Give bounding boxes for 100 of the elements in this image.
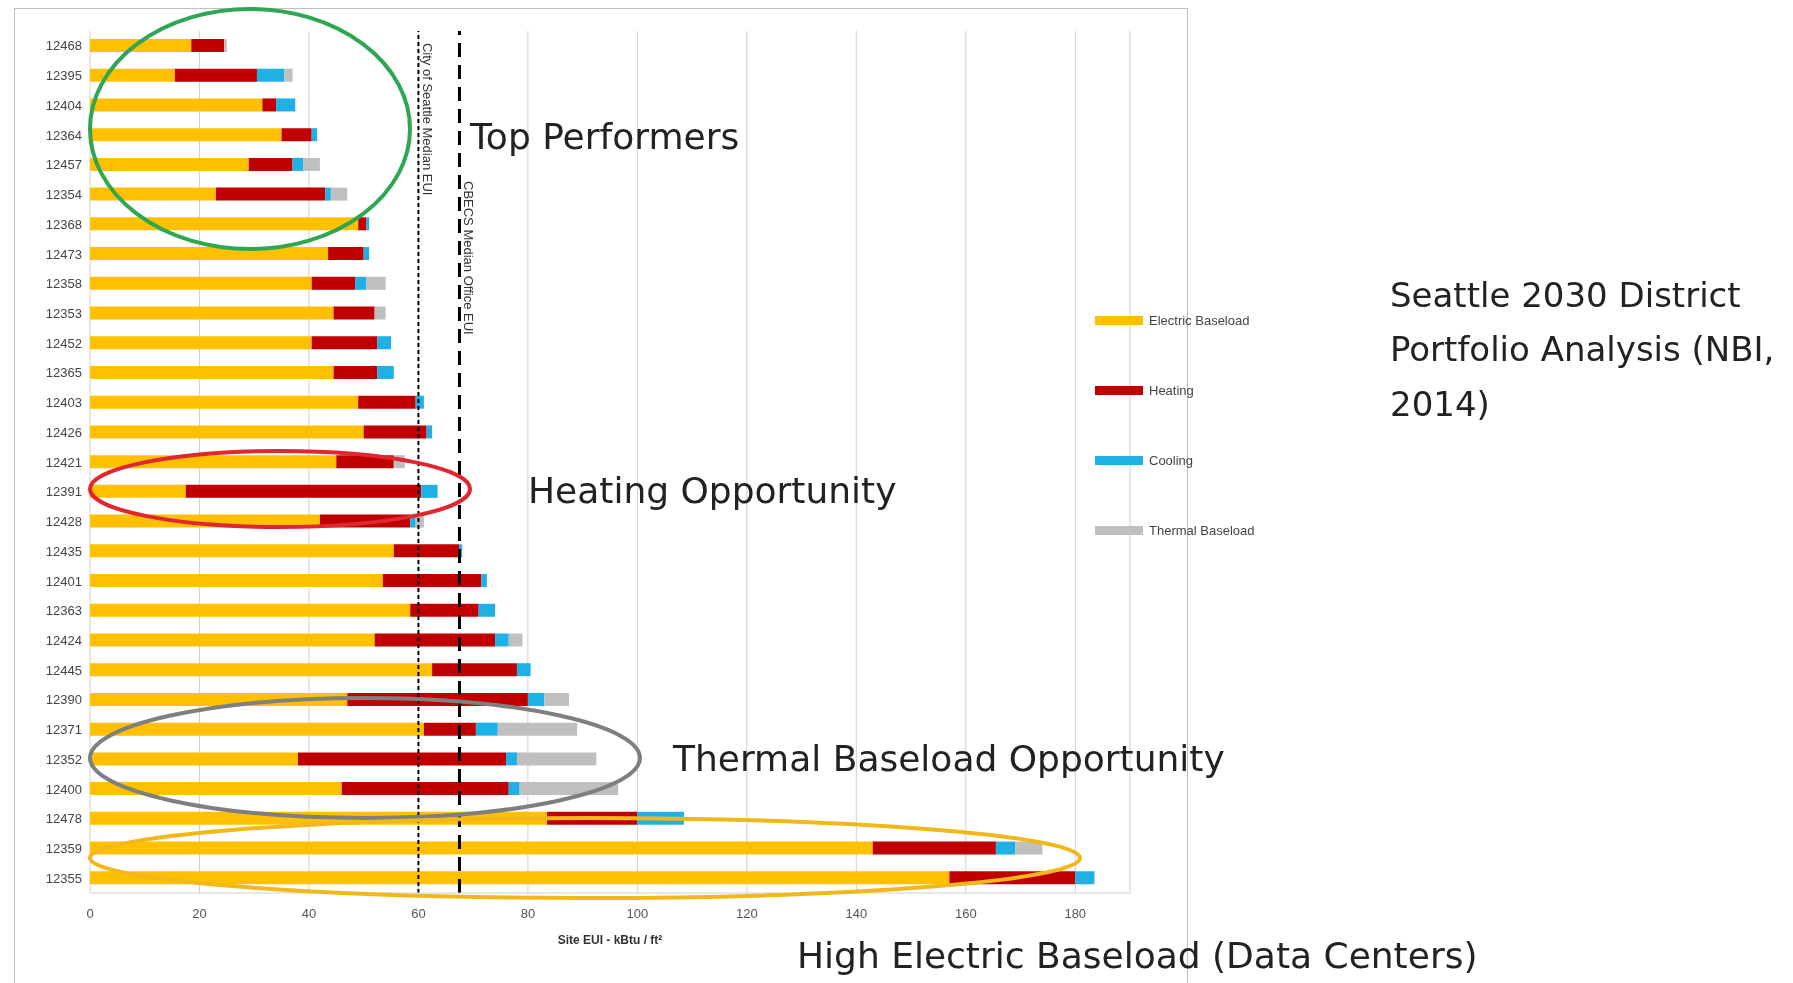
bar <box>478 603 496 617</box>
y-tick-label: 12363 <box>45 603 82 619</box>
bar <box>185 484 422 498</box>
bar <box>1015 841 1043 855</box>
x-tick-label: 0 <box>86 906 94 922</box>
bar <box>374 633 496 647</box>
bar <box>366 276 386 290</box>
bar <box>341 782 509 796</box>
y-tick-label: 12421 <box>45 454 82 470</box>
bar <box>276 98 296 112</box>
bar <box>191 39 225 52</box>
bar <box>215 187 326 201</box>
bar <box>374 306 386 320</box>
bar <box>90 187 216 201</box>
bar <box>358 395 416 409</box>
bar <box>90 425 364 439</box>
bar <box>325 187 331 201</box>
annotation: Thermal Baseload Opportunity <box>673 738 1225 779</box>
legend-label: Thermal Baseload <box>1149 522 1255 538</box>
annotation: Top Performers <box>470 116 740 157</box>
bar <box>377 365 394 379</box>
annotation: Heating Opportunity <box>528 470 897 511</box>
y-tick-label: 12452 <box>45 335 82 351</box>
y-tick-label: 12353 <box>45 305 82 321</box>
y-tick-label: 12403 <box>45 395 82 411</box>
y-tick-label: 12424 <box>45 632 82 648</box>
y-tick-label: 12401 <box>45 573 82 589</box>
bar <box>377 336 392 350</box>
bar <box>303 157 320 171</box>
bar <box>90 455 337 469</box>
bar <box>90 574 383 588</box>
bar <box>393 544 460 558</box>
bar <box>1075 871 1095 885</box>
x-tick-label: 120 <box>735 906 758 922</box>
bar <box>90 39 192 52</box>
bar <box>281 128 312 142</box>
bar <box>508 782 520 796</box>
legend-label: Electric Baseload <box>1149 312 1250 328</box>
bar <box>90 722 424 736</box>
ref-line-label: City of Seattle Median EUI <box>420 43 436 196</box>
y-tick-label: 12358 <box>45 276 82 292</box>
y-tick-label: 12390 <box>45 692 82 708</box>
bar <box>363 425 427 439</box>
bar <box>363 247 370 261</box>
bar <box>544 692 569 706</box>
y-tick-label: 12457 <box>45 157 82 173</box>
bar <box>423 722 476 736</box>
x-tick-label: 100 <box>626 906 649 922</box>
bar <box>495 633 509 647</box>
bar <box>292 157 304 171</box>
bar <box>358 217 367 231</box>
bar <box>311 276 356 290</box>
x-tick-label: 60 <box>411 906 426 922</box>
bar <box>90 98 263 112</box>
bar <box>90 782 342 796</box>
bar <box>506 752 517 766</box>
x-tick-label: 20 <box>192 906 207 922</box>
bar <box>298 752 506 766</box>
bar <box>333 365 378 379</box>
bar <box>90 752 298 766</box>
y-tick-label: 12426 <box>45 424 82 440</box>
bar <box>355 276 367 290</box>
bar <box>527 692 545 706</box>
bar <box>995 841 1016 855</box>
y-tick-label: 12354 <box>45 187 82 203</box>
bar <box>382 574 482 588</box>
bar <box>90 128 282 142</box>
bar <box>328 247 364 261</box>
bar <box>284 68 293 82</box>
bar <box>311 336 378 350</box>
y-tick-label: 12391 <box>45 484 82 500</box>
bar <box>90 157 249 171</box>
bar <box>174 68 257 82</box>
bar <box>333 306 375 320</box>
bar <box>516 752 597 766</box>
y-tick-label: 12445 <box>45 662 82 678</box>
bar <box>366 217 370 231</box>
bar <box>311 128 318 142</box>
bar <box>262 98 277 112</box>
y-tick-label: 12468 <box>45 38 82 54</box>
bar <box>90 484 186 498</box>
legend-label: Cooling <box>1149 452 1194 468</box>
bar <box>475 722 498 736</box>
bar <box>90 633 375 647</box>
bar <box>90 247 329 261</box>
x-tick-label: 140 <box>845 906 868 922</box>
bar <box>432 663 517 677</box>
y-tick-label: 12368 <box>45 216 82 232</box>
bar <box>516 663 531 677</box>
bar <box>410 603 479 617</box>
y-tick-label: 12428 <box>45 514 82 530</box>
bar <box>90 276 312 290</box>
bar <box>224 39 227 52</box>
y-tick-label: 12352 <box>45 751 82 767</box>
bar <box>90 603 411 617</box>
bar <box>497 722 578 736</box>
bar <box>90 365 334 379</box>
bar <box>90 663 433 677</box>
y-tick-label: 12365 <box>45 365 82 381</box>
bar <box>90 217 359 231</box>
